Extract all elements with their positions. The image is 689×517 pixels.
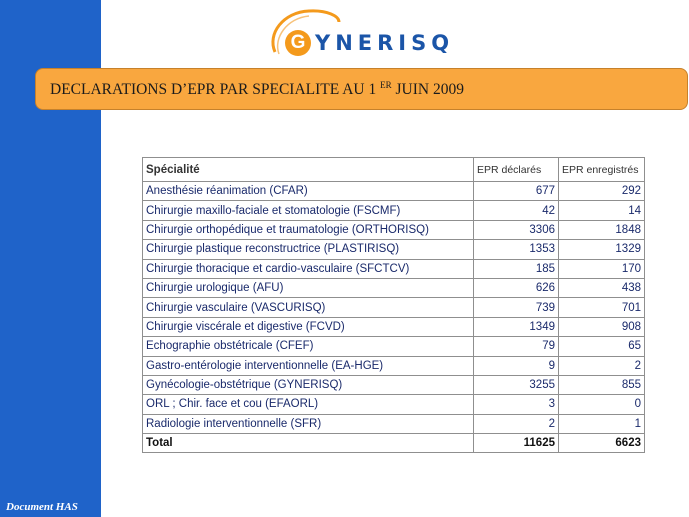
specialty-cell: Gynécologie-obstétrique (GYNERISQ) [142,374,474,396]
specialty-cell: Chirurgie orthopédique et traumatologie … [142,219,474,241]
registered-cell: 908 [558,316,645,338]
registered-cell: 65 [558,336,645,357]
declared-cell: 3 [473,394,559,415]
declared-cell: 677 [473,180,559,202]
table-row: Chirurgie thoracique et cardio-vasculair… [142,258,645,279]
total-label: Total [142,433,474,454]
table-row: Chirurgie orthopédique et traumatologie … [142,219,645,241]
registered-cell: 1329 [558,239,645,260]
table-row: Echographie obstétricale (CFEF) 79 65 [142,336,645,357]
registered-cell: 14 [558,200,645,221]
registered-cell: 0 [558,394,645,415]
logo-letter-g: G [285,30,311,56]
registered-cell: 170 [558,258,645,279]
table-row: ORL ; Chir. face et cou (EFAORL) 3 0 [142,394,645,415]
specialty-cell: Chirurgie vasculaire (VASCURISQ) [142,297,474,318]
declared-cell: 2 [473,413,559,435]
header-specialite: Spécialité [142,157,474,182]
table-row: Radiologie interventionnelle (SFR) 2 1 [142,413,645,435]
registered-cell: 701 [558,297,645,318]
total-declared: 11625 [473,433,559,454]
declared-cell: 1349 [473,316,559,338]
table-row: Gastro-entérologie interventionnelle (EA… [142,355,645,376]
table-row: Chirurgie plastique reconstructrice (PLA… [142,239,645,260]
declared-cell: 42 [473,200,559,221]
registered-cell: 438 [558,277,645,299]
table-row: Chirurgie maxillo-faciale et stomatologi… [142,200,645,221]
specialty-cell: Chirurgie urologique (AFU) [142,277,474,299]
header-epr-declares: EPR déclarés [473,157,559,182]
document-source-label: Document HAS [6,501,78,513]
total-registered: 6623 [558,433,645,454]
declared-cell: 79 [473,336,559,357]
gynerisq-logo: G YNERISQ [265,8,449,62]
specialty-cell: Gastro-entérologie interventionnelle (EA… [142,355,474,376]
specialty-cell: Chirurgie thoracique et cardio-vasculair… [142,258,474,279]
table-total-row: Total 11625 6623 [142,433,645,454]
registered-cell: 292 [558,180,645,202]
specialty-cell: Chirurgie viscérale et digestive (FCVD) [142,316,474,338]
declared-cell: 626 [473,277,559,299]
registered-cell: 855 [558,374,645,396]
page-title: DECLARATIONS D’EPR PAR SPECIALITE AU 1 E… [50,80,464,98]
registered-cell: 1848 [558,219,645,241]
specialty-cell: Radiologie interventionnelle (SFR) [142,413,474,435]
table-header-row: Spécialité EPR déclarés EPR enregistrés [142,157,645,182]
declared-cell: 3255 [473,374,559,396]
specialty-cell: Echographie obstétricale (CFEF) [142,336,474,357]
declared-cell: 3306 [473,219,559,241]
specialty-cell: Chirurgie plastique reconstructrice (PLA… [142,239,474,260]
logo-wordmark: YNERISQ [315,31,455,55]
declared-cell: 185 [473,258,559,279]
header-epr-enregistres: EPR enregistrés [558,157,645,182]
registered-cell: 1 [558,413,645,435]
specialty-cell: Chirurgie maxillo-faciale et stomatologi… [142,200,474,221]
declared-cell: 1353 [473,239,559,260]
specialty-cell: ORL ; Chir. face et cou (EFAORL) [142,394,474,415]
table-row: Chirurgie urologique (AFU) 626 438 [142,277,645,299]
table-row: Anesthésie réanimation (CFAR) 677 292 [142,180,645,202]
table-row: Chirurgie viscérale et digestive (FCVD) 1… [142,316,645,338]
declared-cell: 9 [473,355,559,376]
table-row: Chirurgie vasculaire (VASCURISQ) 739 701 [142,297,645,318]
specialty-declarations-table: Spécialité EPR déclarés EPR enregistrés … [142,157,645,454]
specialty-cell: Anesthésie réanimation (CFAR) [142,180,474,202]
table-row: Gynécologie-obstétrique (GYNERISQ) 3255 85… [142,374,645,396]
title-banner: DECLARATIONS D’EPR PAR SPECIALITE AU 1 E… [35,68,688,110]
logo-swoosh-icon [271,9,341,55]
registered-cell: 2 [558,355,645,376]
declared-cell: 739 [473,297,559,318]
